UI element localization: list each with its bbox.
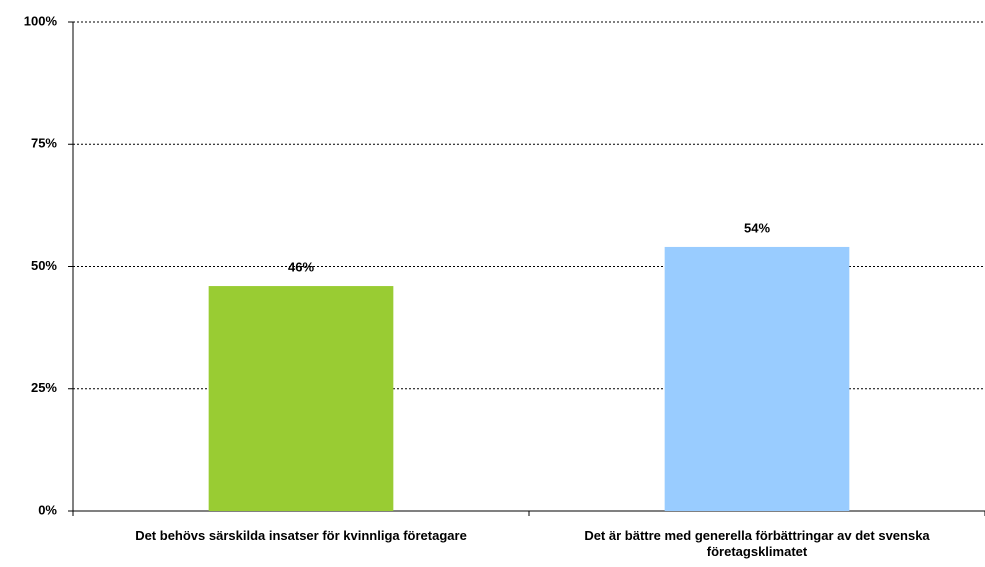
y-tick-label: 50% <box>31 258 57 273</box>
x-tick-label: Det är bättre med generella förbättringa… <box>584 528 930 559</box>
y-tick-label: 75% <box>31 136 57 151</box>
data-label: 46% <box>288 259 314 274</box>
bar <box>208 286 394 511</box>
data-label: 54% <box>744 220 770 235</box>
y-tick-label: 25% <box>31 380 57 395</box>
x-tick-label: Det behövs särskilda insatser för kvinnl… <box>135 528 467 543</box>
x-tick-label-box: Det är bättre med generella förbättringa… <box>584 528 930 559</box>
y-tick-label: 0% <box>38 502 57 517</box>
y-tick-label: 100% <box>24 13 58 28</box>
x-tick-label-box: Det behövs särskilda insatser för kvinnl… <box>135 528 467 543</box>
bar <box>664 246 850 511</box>
